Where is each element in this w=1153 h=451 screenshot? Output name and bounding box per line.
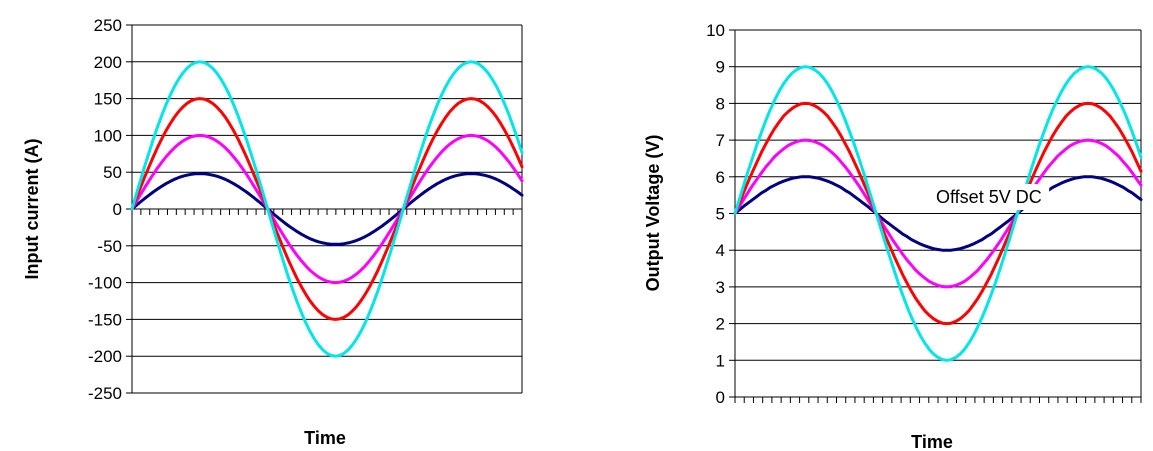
right-series-line-2	[733, 138, 1143, 289]
left-y-tick-label: 150	[94, 90, 122, 109]
right-series-line-4	[733, 65, 1143, 362]
right-y-tick-label: 8	[716, 94, 725, 113]
left-series-line-4	[130, 60, 524, 358]
right-x-axis-title: Time	[911, 432, 953, 451]
right-annotation-text: Offset 5V DC	[936, 187, 1042, 207]
right-series-line-3	[733, 101, 1143, 326]
left-y-tick-label: 200	[94, 53, 122, 72]
left-series-line-2	[130, 133, 524, 285]
left-y-tick-label: -50	[97, 237, 122, 256]
left-y-tick-label: -250	[88, 384, 122, 403]
left-x-axis-title: Time	[304, 428, 346, 448]
right-series-line-1	[733, 175, 1143, 252]
right-y-tick-label: 0	[716, 388, 725, 407]
left-y-axis-title: Input current (A)	[22, 139, 42, 280]
right-y-tick-label: 4	[716, 241, 725, 260]
right-y-tick-label: 6	[716, 168, 725, 187]
right-y-axis-title: Output Voltage (V)	[643, 135, 663, 292]
left-y-tick-label: -100	[88, 274, 122, 293]
right-y-tick-label: 10	[706, 21, 725, 40]
left-y-tick-label: -200	[88, 347, 122, 366]
chart-input-current: Input current (A) Time 250 200 150 100 50 0 -5…	[22, 16, 524, 448]
left-series-line-1	[130, 172, 524, 246]
right-y-tick-label: 5	[716, 205, 725, 224]
right-y-tick-label: 2	[716, 315, 725, 334]
left-y-tick-label: 50	[103, 163, 122, 182]
right-y-tick-label: 9	[716, 58, 725, 77]
right-annotation-background	[926, 184, 1050, 210]
right-y-tick-label: 7	[716, 131, 725, 150]
left-y-tick-label: -150	[88, 310, 122, 329]
right-y-tick-label: 1	[716, 351, 725, 370]
left-y-tick-label: 250	[94, 16, 122, 35]
left-series-line-3	[130, 97, 524, 321]
left-y-tick-label: 100	[94, 126, 122, 145]
chart-output-voltage: Output Voltage (V) Time 109876543210Offs…	[643, 21, 1143, 451]
left-y-tick-label: 0	[113, 200, 122, 219]
right-y-tick-label: 3	[716, 278, 725, 297]
